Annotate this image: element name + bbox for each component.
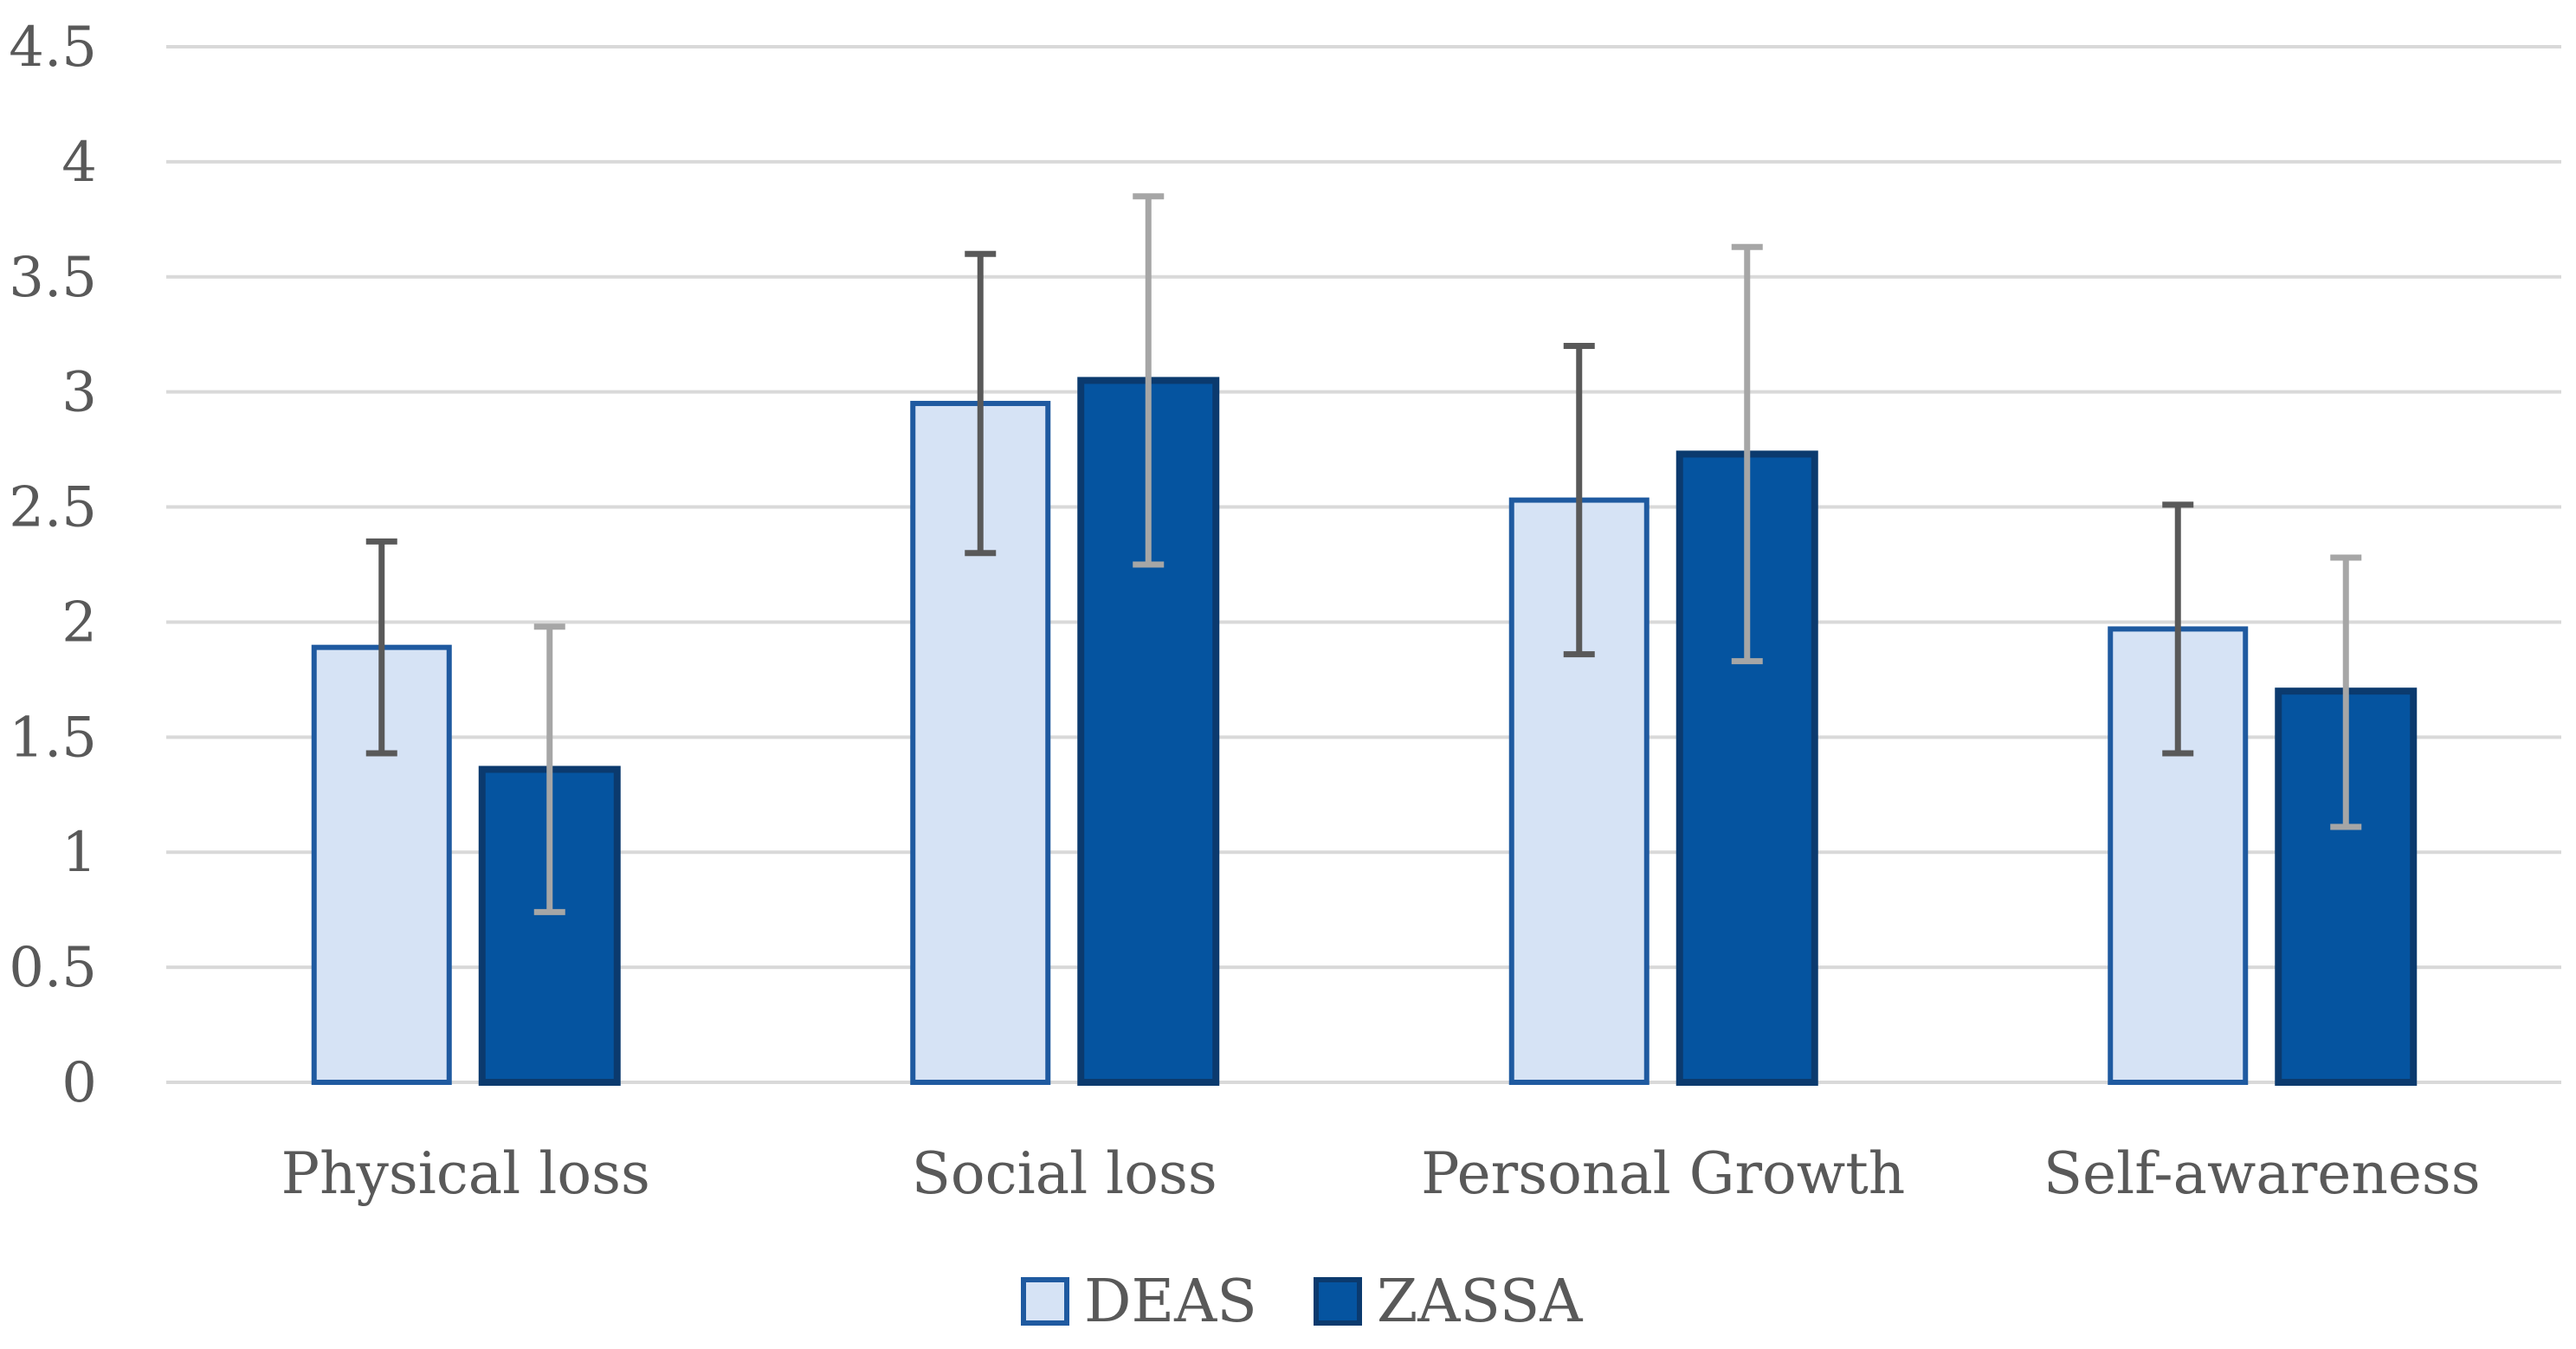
error-bar-zassa-0	[533, 623, 565, 915]
legend-swatch	[1314, 1277, 1362, 1326]
error-bar-zassa-3	[2330, 554, 2362, 830]
legend-label: DEAS	[1084, 1268, 1257, 1336]
error-bar-deas-3	[2162, 501, 2194, 757]
x-category-label: Self-awareness	[2043, 1140, 2481, 1207]
y-tick-label: 0.5	[9, 936, 97, 1000]
x-category-label: Physical loss	[281, 1140, 650, 1207]
legend-label: ZASSA	[1377, 1268, 1583, 1336]
y-tick-label: 4.5	[9, 16, 97, 80]
bar-zassa-3	[2275, 687, 2418, 1087]
y-tick-label: 1.5	[9, 706, 97, 770]
x-category-label: Social loss	[912, 1140, 1217, 1207]
y-tick-label: 3.5	[9, 246, 97, 310]
error-bar-zassa-1	[1133, 193, 1165, 568]
y-tick-label: 0	[61, 1051, 97, 1115]
legend-swatch	[1021, 1277, 1069, 1326]
bar-deas-1	[910, 400, 1051, 1085]
y-tick-label: 2.5	[9, 476, 97, 540]
legend-item-deas: DEAS	[1021, 1268, 1257, 1336]
x-category-label: Personal Growth	[1421, 1140, 1905, 1207]
error-bar-zassa-2	[1731, 243, 1763, 665]
legend: DEAS ZASSA	[1021, 1268, 1583, 1336]
error-bar-deas-2	[1563, 343, 1595, 658]
error-bars	[365, 193, 2362, 915]
y-tick-label: 3	[61, 361, 97, 425]
y-tick-label: 4	[61, 131, 97, 195]
error-bar-deas-0	[365, 538, 397, 757]
error-bar-deas-1	[965, 250, 997, 557]
y-axis-ticks: 0 0.5 1 1.5 2 2.5 3 3.5 4 4.5	[9, 16, 97, 1115]
bars	[311, 377, 2418, 1087]
x-axis-categories: Physical loss Social loss Personal Growth S…	[281, 1140, 2481, 1207]
y-tick-label: 1	[61, 821, 97, 885]
y-tick-label: 2	[61, 591, 97, 655]
legend-item-zassa: ZASSA	[1314, 1268, 1583, 1336]
